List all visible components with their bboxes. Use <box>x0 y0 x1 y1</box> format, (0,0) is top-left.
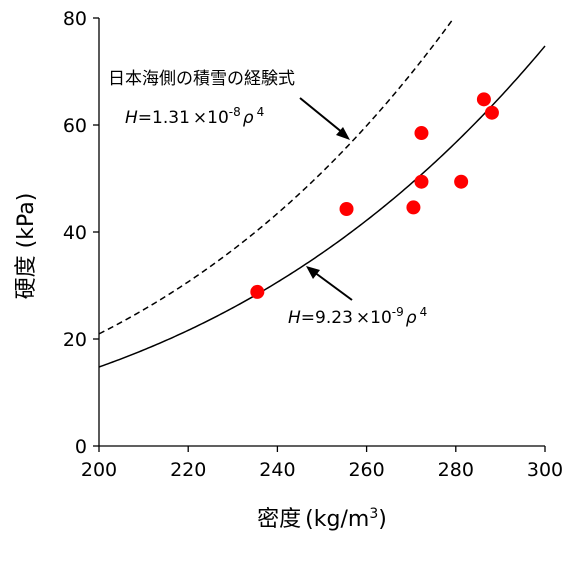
dashed-curve-arrow-line <box>299 97 344 134</box>
y-tick-label: 80 <box>63 8 87 30</box>
data-point <box>414 174 429 189</box>
data-point <box>476 92 491 107</box>
data-point <box>484 105 499 120</box>
x-tick-label: 240 <box>259 459 295 481</box>
points-layer <box>250 92 499 299</box>
x-tick-label: 200 <box>81 459 117 481</box>
x-tick-label: 300 <box>527 459 563 481</box>
x-tick-label: 280 <box>438 459 474 481</box>
x-axis-title: 密度 (kg/m3) <box>257 506 387 532</box>
solid-curve-line <box>98 45 546 368</box>
ticks-layer: 200 220 240 260 280 300 0 20 40 60 80 <box>63 8 563 481</box>
y-tick-label: 20 <box>63 329 87 351</box>
y-axis-title: 硬度 (kPa) <box>14 193 39 300</box>
solid-curve-arrowhead <box>306 266 320 279</box>
solid-curve-arrow-line <box>313 271 353 301</box>
y-tick-label: 40 <box>63 222 87 244</box>
x-tick-label: 220 <box>170 459 206 481</box>
y-tick-label: 60 <box>63 115 87 137</box>
dashed-curve-formula: H=1.31 ×10-8 ρ 4 <box>125 105 264 128</box>
data-point <box>414 126 429 141</box>
x-tick-label: 260 <box>348 459 384 481</box>
data-point <box>454 174 469 189</box>
curves-layer <box>98 17 546 368</box>
dashed-curve-line <box>98 17 455 335</box>
data-point <box>339 202 354 216</box>
y-tick-label: 0 <box>75 436 87 458</box>
dashed-curve-label: 日本海側の積雪の経験式 <box>108 69 295 89</box>
data-point <box>406 200 421 215</box>
dashed-curve-arrowhead <box>336 127 350 140</box>
data-point <box>250 284 265 299</box>
solid-curve-formula: H=9.23 ×10-9 ρ 4 <box>288 305 427 328</box>
